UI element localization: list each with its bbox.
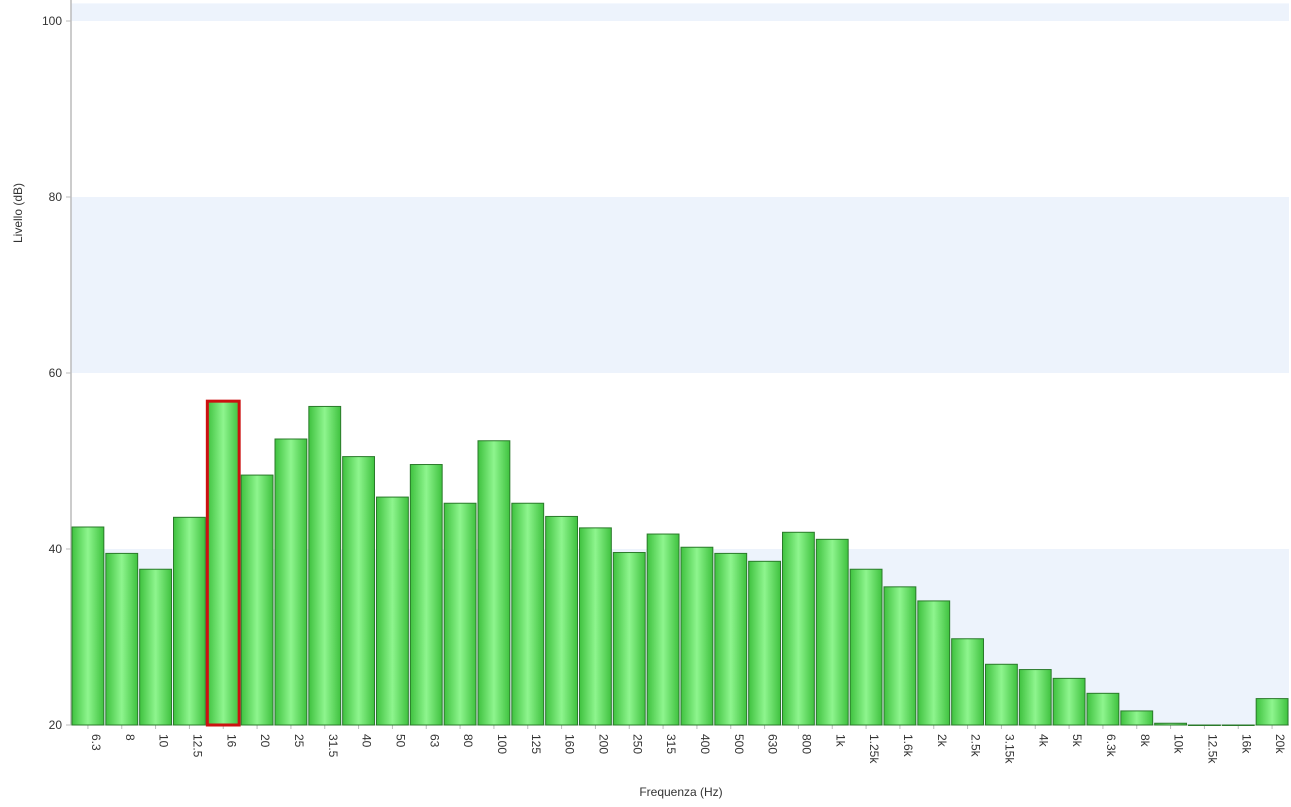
- bar[interactable]: [646, 533, 680, 726]
- bar[interactable]: [1052, 677, 1086, 726]
- y-axis-title: Livello (dB): [11, 183, 25, 243]
- bar[interactable]: [612, 552, 646, 726]
- x-tick-label: 125: [529, 734, 543, 754]
- bar[interactable]: [883, 586, 917, 726]
- bar[interactable]: [342, 456, 375, 726]
- y-tick-label: 20: [49, 718, 63, 732]
- x-tick-label: 100: [495, 734, 509, 754]
- x-tick-label: 40: [360, 734, 374, 748]
- x-tick-label: 400: [698, 734, 712, 754]
- y-tick-label: 60: [49, 366, 63, 380]
- x-tick-label: 2k: [935, 734, 949, 748]
- bar[interactable]: [511, 502, 545, 726]
- bar[interactable]: [917, 600, 951, 726]
- x-tick-label: 12.5: [190, 734, 204, 758]
- x-tick-label: 8: [123, 734, 137, 741]
- grid-band: [71, 3, 1289, 22]
- x-tick-label: 20: [258, 734, 272, 748]
- bar[interactable]: [849, 568, 883, 726]
- bar[interactable]: [545, 515, 579, 726]
- y-tick-label: 100: [42, 14, 62, 28]
- x-tick-label: 1.25k: [867, 734, 881, 764]
- x-tick-label: 2.5k: [969, 734, 983, 758]
- x-tick-label: 10: [157, 734, 171, 748]
- x-tick-label: 6.3: [89, 734, 103, 751]
- grid-band: [71, 549, 1289, 725]
- x-tick-label: 31.5: [326, 734, 340, 758]
- x-tick-label: 12.5k: [1205, 734, 1219, 764]
- bar[interactable]: [240, 474, 274, 726]
- x-tick-label: 1k: [833, 734, 847, 748]
- x-tick-label: 800: [799, 734, 813, 754]
- bar[interactable]: [782, 531, 815, 726]
- x-tick-label: 80: [461, 734, 475, 748]
- bar[interactable]: [105, 552, 139, 726]
- x-tick-label: 25: [292, 734, 306, 748]
- grid-band: [71, 197, 1289, 373]
- x-axis-title: Frequenza (Hz): [639, 785, 722, 799]
- bar[interactable]: [173, 516, 206, 726]
- x-tick-label: 315: [664, 734, 678, 754]
- bar[interactable]: [1018, 669, 1052, 726]
- bar[interactable]: [443, 502, 477, 726]
- bar[interactable]: [748, 560, 782, 726]
- bar[interactable]: [815, 538, 849, 726]
- bar[interactable]: [985, 663, 1018, 726]
- y-tick-label: 80: [49, 190, 63, 204]
- bars: [71, 399, 1289, 727]
- y-tick-label: 40: [49, 542, 63, 556]
- x-tick-label: 250: [630, 734, 644, 754]
- bar[interactable]: [951, 638, 985, 726]
- x-tick-label: 16: [224, 734, 238, 748]
- bar[interactable]: [1188, 724, 1221, 726]
- bar[interactable]: [579, 527, 612, 726]
- bar[interactable]: [1221, 724, 1255, 726]
- tick-labels: 20 40 60 80 100 6.3 8 10 12.5 16 20 25 31.5 40 50 63 80 1…: [42, 14, 1287, 764]
- axes: [66, 0, 1289, 729]
- bar-highlighted[interactable]: [205, 399, 241, 727]
- bar[interactable]: [1086, 692, 1120, 726]
- x-tick-label: 63: [427, 734, 441, 748]
- x-tick-label: 6.3k: [1104, 734, 1118, 758]
- bar[interactable]: [1255, 698, 1289, 726]
- x-tick-label: 200: [596, 734, 610, 754]
- bar[interactable]: [680, 546, 714, 726]
- x-tick-label: 50: [393, 734, 407, 748]
- x-tick-label: 4k: [1036, 734, 1050, 748]
- x-tick-label: 3.15k: [1002, 734, 1016, 764]
- x-tick-label: 5k: [1070, 734, 1084, 748]
- bar[interactable]: [139, 568, 173, 726]
- bar[interactable]: [71, 526, 105, 726]
- x-tick-label: 1.6k: [901, 734, 915, 758]
- x-tick-label: 630: [766, 734, 780, 754]
- x-tick-label: 500: [732, 734, 746, 754]
- x-tick-label: 160: [563, 734, 577, 754]
- grid-bands: [71, 3, 1289, 725]
- bar[interactable]: [1154, 722, 1187, 726]
- bar[interactable]: [409, 464, 443, 726]
- bar[interactable]: [477, 440, 511, 726]
- x-tick-label: 20k: [1273, 734, 1287, 754]
- x-tick-label: 10k: [1172, 734, 1186, 754]
- bar[interactable]: [308, 405, 342, 726]
- bar[interactable]: [376, 496, 409, 726]
- x-tick-label: 8k: [1138, 734, 1152, 748]
- x-tick-label: 16k: [1239, 734, 1253, 754]
- bar[interactable]: [714, 552, 748, 726]
- bar[interactable]: [274, 438, 308, 726]
- bar[interactable]: [1120, 710, 1154, 726]
